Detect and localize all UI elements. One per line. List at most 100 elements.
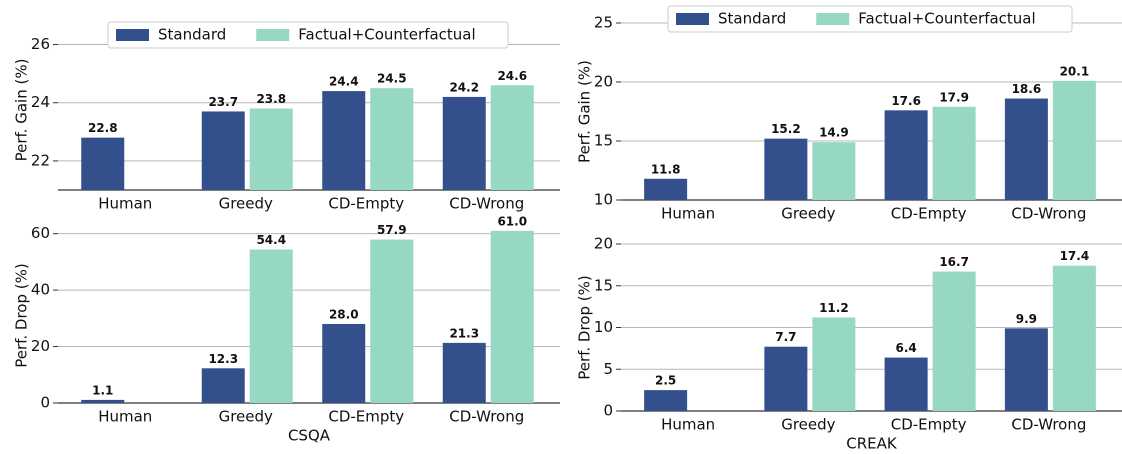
bar [884, 357, 928, 411]
value-label: 57.9 [377, 223, 407, 237]
value-label: 24.5 [377, 72, 407, 86]
bar [81, 399, 125, 403]
x-tick-label: Human [98, 195, 152, 213]
x-tick-label: CD-Wrong [449, 408, 524, 426]
value-label: 61.0 [497, 214, 527, 228]
bar [764, 346, 808, 411]
y-tick-label: 15 [594, 276, 613, 294]
x-axis-label: CSQA [288, 427, 331, 445]
y-tick-label: 20 [594, 73, 613, 91]
x-tick-label: CD-Wrong [449, 195, 524, 213]
x-tick-label: Greedy [219, 195, 273, 213]
x-tick-label: CD-Empty [328, 195, 404, 213]
legend-swatch [676, 13, 709, 25]
value-label: 1.1 [92, 383, 113, 397]
y-tick-label: 25 [594, 14, 613, 32]
value-label: 24.2 [449, 80, 479, 94]
y-axis-label: Perf. Gain (%) [576, 60, 594, 163]
value-label: 17.4 [1060, 249, 1090, 263]
bar [644, 178, 688, 200]
x-tick-label: Human [661, 416, 715, 434]
y-tick-label: 60 [31, 224, 50, 242]
y-tick-label: 24 [31, 93, 50, 111]
value-label: 11.2 [819, 301, 849, 315]
bar [81, 137, 125, 190]
bar [490, 85, 534, 190]
x-tick-label: Greedy [219, 408, 273, 426]
x-tick-label: CD-Wrong [1011, 416, 1086, 434]
bar [932, 271, 976, 411]
y-tick-label: 10 [594, 191, 613, 209]
value-label: 11.8 [651, 162, 681, 176]
legend-swatch [256, 29, 290, 41]
bar [249, 108, 293, 190]
bar [1004, 98, 1048, 200]
value-label: 7.7 [775, 330, 796, 344]
y-tick-label: 15 [594, 132, 613, 150]
bar [932, 106, 976, 200]
value-label: 12.3 [208, 352, 238, 366]
bar [812, 317, 856, 411]
y-tick-label: 26 [31, 35, 50, 53]
y-tick-label: 5 [603, 360, 613, 378]
value-label: 14.9 [819, 126, 849, 140]
value-label: 24.4 [329, 75, 359, 89]
legend-label: Standard [718, 10, 786, 28]
x-tick-label: CD-Empty [891, 416, 967, 434]
value-label: 6.4 [895, 341, 916, 355]
y-tick-label: 10 [594, 318, 613, 336]
bar [1052, 265, 1096, 411]
value-label: 21.3 [449, 326, 479, 340]
value-label: 23.8 [256, 92, 286, 106]
bar [322, 91, 366, 190]
y-axis-label: Perf. Gain (%) [13, 59, 31, 162]
x-tick-label: Greedy [781, 205, 835, 223]
legend-label: Factual+Counterfactual [858, 10, 1035, 28]
legend-box [107, 21, 509, 49]
bar [644, 390, 688, 411]
legend-label: Factual+Counterfactual [298, 26, 475, 44]
y-tick-label: 0 [603, 402, 613, 420]
x-tick-label: Greedy [781, 416, 835, 434]
x-tick-label: CD-Wrong [1011, 205, 1086, 223]
value-label: 28.0 [329, 307, 359, 321]
bar [1052, 80, 1096, 200]
bar [201, 111, 245, 190]
bar [442, 96, 486, 190]
bar [370, 239, 414, 403]
value-label: 17.9 [939, 90, 969, 104]
y-tick-label: 0 [40, 394, 50, 412]
x-axis-label: CREAK [846, 435, 898, 451]
value-label: 16.7 [939, 255, 969, 269]
y-axis-label: Perf. Drop (%) [576, 275, 594, 379]
bar [1004, 328, 1048, 411]
y-tick-label: 40 [31, 281, 50, 299]
value-label: 23.7 [208, 95, 238, 109]
value-label: 18.6 [1012, 82, 1042, 96]
bar [764, 138, 808, 200]
bar [322, 323, 366, 403]
x-tick-label: CD-Empty [328, 408, 404, 426]
value-label: 24.6 [497, 69, 527, 83]
bar [442, 342, 486, 403]
bar [370, 88, 414, 190]
x-tick-label: Human [98, 408, 152, 426]
bar [884, 110, 928, 200]
y-tick-label: 22 [31, 151, 50, 169]
value-label: 20.1 [1060, 64, 1090, 78]
legend-swatch [116, 29, 149, 41]
legend-swatch [816, 13, 850, 25]
value-label: 17.6 [891, 94, 921, 108]
y-tick-label: 20 [594, 235, 613, 253]
y-axis-label: Perf. Drop (%) [13, 263, 31, 367]
value-label: 54.4 [256, 233, 286, 247]
value-label: 9.9 [1016, 312, 1037, 326]
value-label: 22.8 [88, 121, 118, 135]
bar [812, 142, 856, 200]
bar [490, 230, 534, 403]
bar [201, 368, 245, 403]
bar [249, 249, 293, 403]
y-tick-label: 20 [31, 337, 50, 355]
value-label: 15.2 [771, 122, 801, 136]
